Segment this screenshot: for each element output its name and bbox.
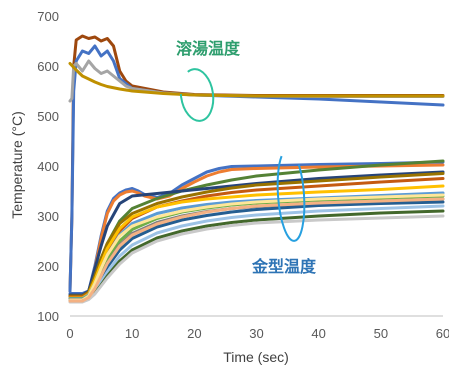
- annotation-layer: 溶湯温度 金型温度: [176, 39, 317, 276]
- y-tick-label: 300: [37, 209, 59, 224]
- y-tick-label: 200: [37, 259, 59, 274]
- series-line-3: [68, 62, 445, 98]
- x-tick-label: 30: [249, 326, 263, 341]
- series-line-15: [68, 193, 445, 302]
- series-line-18: [68, 214, 445, 304]
- melt-temperature-label: 溶湯温度: [176, 39, 241, 58]
- y-tick-label: 400: [37, 159, 59, 174]
- y-tick-label: 500: [37, 109, 59, 124]
- x-tick-label: 50: [374, 326, 388, 341]
- series-layer: [68, 34, 445, 304]
- tick-labels: 0 10 20 30 40 50 60 100 200 300 400 500 600 700: [37, 9, 449, 341]
- mold-temperature-label: 金型温度: [251, 257, 317, 276]
- y-axis-title: Temperature (°C): [9, 111, 25, 219]
- series-line-7: [68, 170, 445, 297]
- y-tick-label: 600: [37, 59, 59, 74]
- x-tick-label: 60: [436, 326, 449, 341]
- x-axis-title: Time (sec): [223, 349, 289, 365]
- series-line-19: [68, 197, 445, 303]
- x-tick-label: 0: [66, 326, 73, 341]
- mold-temperature-bracket: [276, 148, 306, 242]
- x-tick-label: 40: [311, 326, 325, 341]
- melt-temperature-bracket: [179, 68, 215, 122]
- y-tick-label: 700: [37, 9, 59, 24]
- x-tick-label: 10: [125, 326, 139, 341]
- y-tick-label: 100: [37, 309, 59, 324]
- x-tick-label: 20: [187, 326, 201, 341]
